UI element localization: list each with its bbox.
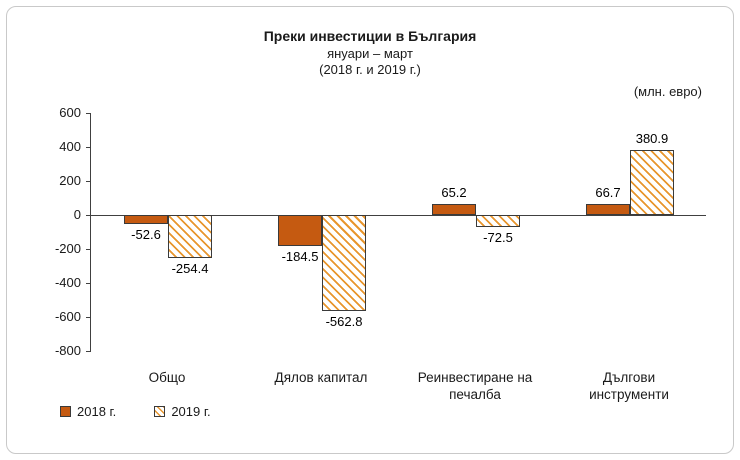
bar-2018-2 (432, 203, 476, 215)
y-tick (86, 181, 91, 182)
category-label-2: Реинвестиране на печалба (417, 370, 533, 402)
bar-2019-3 (630, 150, 674, 215)
bar-value-label: -184.5 (281, 249, 319, 265)
legend-swatch-2018-icon (60, 406, 71, 417)
plot-area: 600 400 200 0 -200 -400 -600 -800 -52.6 -184.5 65.… (55, 105, 706, 358)
category-label-0: Общо (148, 370, 186, 385)
y-tick (86, 249, 91, 250)
bar-value-label: 65.2 (441, 184, 467, 200)
y-tick-label: -400 (54, 275, 81, 290)
bar-value-label: 66.7 (595, 184, 621, 200)
y-tick (86, 283, 91, 284)
y-tick-label: -200 (54, 241, 81, 256)
chart-frame (6, 6, 734, 454)
y-tick-label: 400 (59, 139, 81, 154)
y-tick (86, 147, 91, 148)
y-tick (86, 215, 91, 216)
bar-2018-3 (586, 203, 630, 215)
y-tick-label: 600 (59, 105, 81, 120)
bar-value-label: -72.5 (483, 230, 513, 246)
bar-2018-0 (124, 215, 168, 224)
y-tick (86, 351, 91, 352)
y-tick (86, 113, 91, 114)
legend: 2018 г. 2019 г. (60, 404, 211, 419)
chart-title-block: Преки инвестиции в България януари – мар… (0, 28, 740, 78)
y-tick-label: -600 (54, 309, 81, 324)
bar-value-label: -52.6 (131, 226, 161, 242)
chart-title: Преки инвестиции в България (263, 28, 477, 44)
bar-2019-0 (168, 215, 212, 259)
unit-label: (млн. евро) (633, 84, 702, 99)
zero-axis-line (91, 215, 706, 216)
bar-value-label: -562.8 (325, 313, 363, 329)
category-label-1: Дялов капитал (274, 370, 368, 385)
y-tick-label: -800 (54, 343, 81, 358)
bar-2019-2 (476, 215, 520, 228)
chart-subtitle-period: януари – март (327, 45, 413, 61)
legend-label-2018: 2018 г. (77, 404, 117, 419)
bar-value-label: 380.9 (635, 131, 669, 147)
legend-label-2019: 2019 г. (171, 404, 211, 419)
bar-value-label: -254.4 (171, 261, 209, 277)
bar-2019-1 (322, 215, 366, 311)
y-tick (86, 317, 91, 318)
legend-item-2019: 2019 г. (154, 404, 211, 419)
chart-subtitle-years: (2018 г. и 2019 г.) (319, 61, 421, 77)
legend-swatch-2019-icon (154, 406, 166, 417)
category-label-3: Дългови инструменти (589, 370, 669, 402)
legend-item-2018: 2018 г. (60, 404, 116, 419)
y-tick-label: 200 (59, 173, 81, 188)
bar-2018-1 (278, 215, 322, 247)
y-tick-label: 0 (73, 207, 81, 222)
